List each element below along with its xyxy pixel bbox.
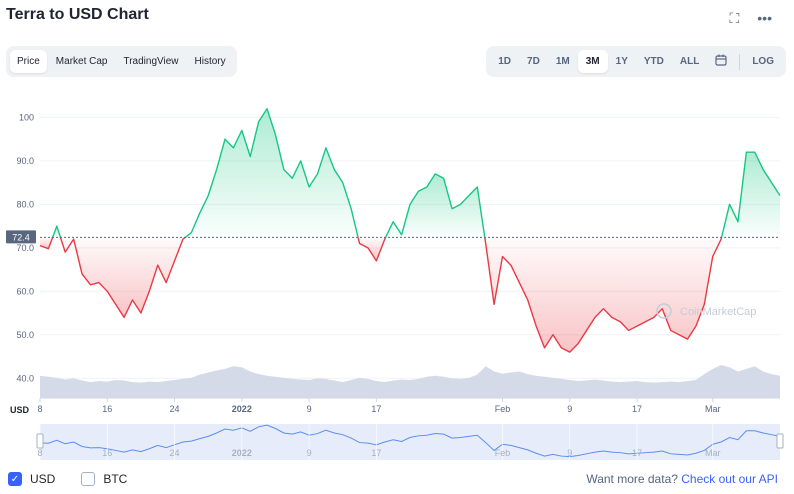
tab-price[interactable]: Price [10,50,47,73]
price-line [39,107,781,353]
log-toggle[interactable]: LOG [752,56,774,67]
y-axis: 40.0 50.0 60.0 70.0 80.0 90.0 100 USD [10,112,34,415]
api-link[interactable]: Check out our API [681,472,778,486]
range-ytd[interactable]: YTD [643,56,664,67]
btc-checkbox[interactable] [81,472,96,486]
chart-type-tabs: Price Market Cap TradingView History [6,46,237,77]
x-tick-label: 9 [567,404,572,414]
x-tick-label: 16 [102,404,112,414]
expand-icon[interactable]: ⛶ [729,10,740,26]
price-line-up [184,107,359,238]
range-divider [739,53,741,70]
area-up [185,108,359,238]
y-tick-label: 100 [19,112,34,122]
area-up [52,226,61,238]
area-down [484,237,722,353]
area-down [60,237,186,318]
y-tick-label: 40.0 [16,373,34,383]
volume-bars [40,365,780,398]
x-tick-label: 9 [307,404,312,414]
y-tick-label: 50.0 [16,330,34,340]
x-tick-label: 17 [371,404,381,414]
price-line-down [39,237,54,250]
baseline-line: 72.4 [6,230,780,244]
navigator-handle-right [776,433,784,449]
price-chart[interactable]: 72.4 40.0 50.0 60.0 70.0 80.0 90.0 100 USD 8 16 2… [0,0,794,470]
x-tick-label: 8 [37,404,42,414]
range-1d[interactable]: 1D [498,56,512,67]
usd-checkbox[interactable]: ✓ [8,472,22,486]
x-axis: 8 16 24 2022 9 17 Feb 9 17 Mar [37,397,780,414]
more-icon[interactable]: ••• [757,10,772,26]
y-tick-label: 70.0 [16,243,34,253]
navigator-tick-label: 9 [567,448,572,458]
btc-label: BTC [103,472,128,486]
price-line-up [51,225,62,238]
x-tick-label: 24 [170,404,180,414]
baseline-value: 72.4 [12,232,30,242]
area-up [385,173,485,238]
navigator-window [40,424,780,460]
navigator-tick-label: Feb [495,448,511,458]
range-1y[interactable]: 1Y [615,56,628,67]
x-tick-label: Mar [705,404,721,414]
navigator-tick-label: 9 [307,448,312,458]
volume-area [40,365,780,398]
area-down [40,237,53,249]
currency-toggles: ✓ USD BTC [8,472,145,486]
navigator-tick-label: 16 [102,448,112,458]
range-1m[interactable]: 1M [555,56,570,67]
navigator-tick-label: 24 [170,448,180,458]
tab-tradingview[interactable]: TradingView [123,56,179,67]
tab-market-cap[interactable]: Market Cap [55,56,108,67]
x-tick-label: Feb [495,404,511,414]
api-text: Want more data? [586,472,678,486]
usd-label: USD [30,472,56,486]
chart-title: Terra to USD Chart [6,6,149,23]
range-7d[interactable]: 7D [527,56,540,67]
currency-axis-label: USD [10,405,30,415]
price-line-down [484,237,723,353]
y-tick-label: 80.0 [16,199,34,209]
range-selector: 1D 7D 1M 3M 1Y YTD ALL LOG [486,46,786,77]
y-tick-label: 90.0 [16,156,34,166]
navigator-line [39,424,781,458]
tab-history[interactable]: History [194,56,226,67]
navigator-handle-left [36,433,44,449]
x-tick-label: 2022 [232,404,252,414]
api-promo: Want more data? Check out our API [586,472,778,486]
baseline-tag [6,230,36,244]
navigator-tick-label: Mar [705,448,721,458]
y-tick-label: 60.0 [16,286,34,296]
price-line-up [720,151,781,238]
x-tick-label: 17 [632,404,642,414]
price-line-up [384,173,486,238]
area-up [721,152,780,238]
price-line-down [357,237,387,262]
navigator-tick-label: 17 [632,448,642,458]
header-icons: ⛶ ••• [729,10,772,27]
price-area [40,108,780,353]
area-down [358,237,386,261]
calendar-icon[interactable] [707,48,735,75]
navigator-tick-label: 17 [371,448,381,458]
watermark: CoinMarketCap [680,306,756,318]
navigator-tick-label: 8 [37,448,42,458]
range-3m[interactable]: 3M [577,50,608,73]
navigator-tick-label: 2022 [232,448,252,458]
watermark-logo-icon [656,303,672,319]
range-all[interactable]: ALL [679,56,700,67]
navigator[interactable]: 8 16 24 2022 9 17 Feb 9 17 Mar [36,424,784,460]
price-line-down [59,236,186,319]
